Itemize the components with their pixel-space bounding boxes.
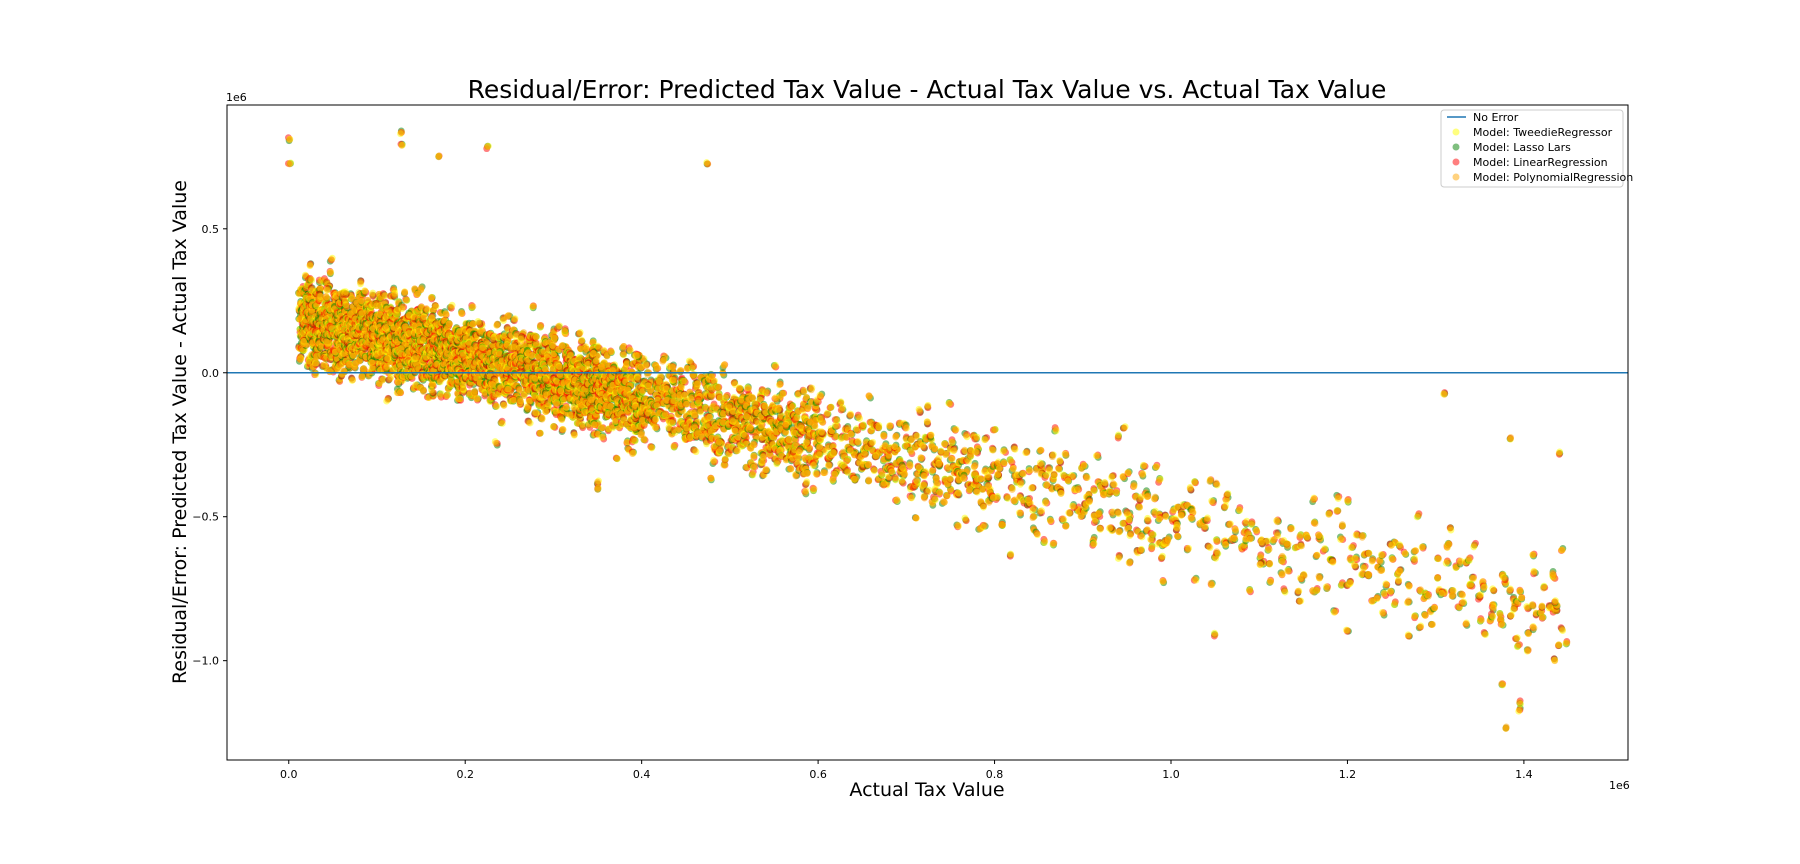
scatter-point [324, 286, 332, 294]
scatter-point [442, 392, 450, 399]
scatter-point [378, 376, 386, 384]
scatter-point [399, 303, 407, 311]
scatter-point [318, 343, 325, 351]
scatter-point [429, 388, 436, 396]
scatter-point [382, 364, 390, 372]
scatter-point [391, 291, 399, 299]
scatter-point [368, 291, 376, 299]
scatter-point [422, 305, 430, 312]
scatter-point [326, 269, 334, 277]
chart-title: Residual/Error: Predicted Tax Value - Ac… [468, 75, 1387, 104]
scatter-point [431, 302, 439, 310]
scatter-point [383, 355, 391, 363]
scatter-point [417, 284, 425, 292]
scatter-point [428, 313, 436, 321]
scatter-point [384, 396, 392, 403]
scatter-point [320, 363, 328, 370]
scatter-point [402, 296, 410, 304]
scatter-point [358, 372, 366, 380]
scatter-point [436, 392, 444, 400]
scatter-points-layer [284, 127, 1571, 732]
scatter-point [397, 389, 404, 397]
scatter-point [307, 275, 315, 283]
scatter-point [386, 375, 394, 383]
scatter-point [349, 376, 357, 384]
scatter-point [296, 356, 304, 364]
scatter-point [342, 289, 349, 297]
scatter-point [401, 289, 409, 297]
scatter-point [316, 285, 324, 293]
scatter-point [323, 295, 331, 303]
scatter-point [343, 303, 351, 310]
scatter-point [380, 292, 388, 299]
scatter-point [361, 287, 369, 295]
scatter-point [316, 292, 324, 300]
scatter-point [360, 365, 368, 372]
scatter-point [327, 324, 335, 331]
scatter-point [357, 278, 364, 286]
scatter-point [420, 388, 427, 396]
scatter-point [306, 261, 314, 269]
scatter-point [300, 337, 308, 345]
scatter-point [327, 256, 335, 264]
scatter-point [357, 297, 365, 305]
scatter-point [324, 339, 332, 347]
scatter-point [312, 359, 320, 367]
scatter-point [427, 294, 435, 302]
